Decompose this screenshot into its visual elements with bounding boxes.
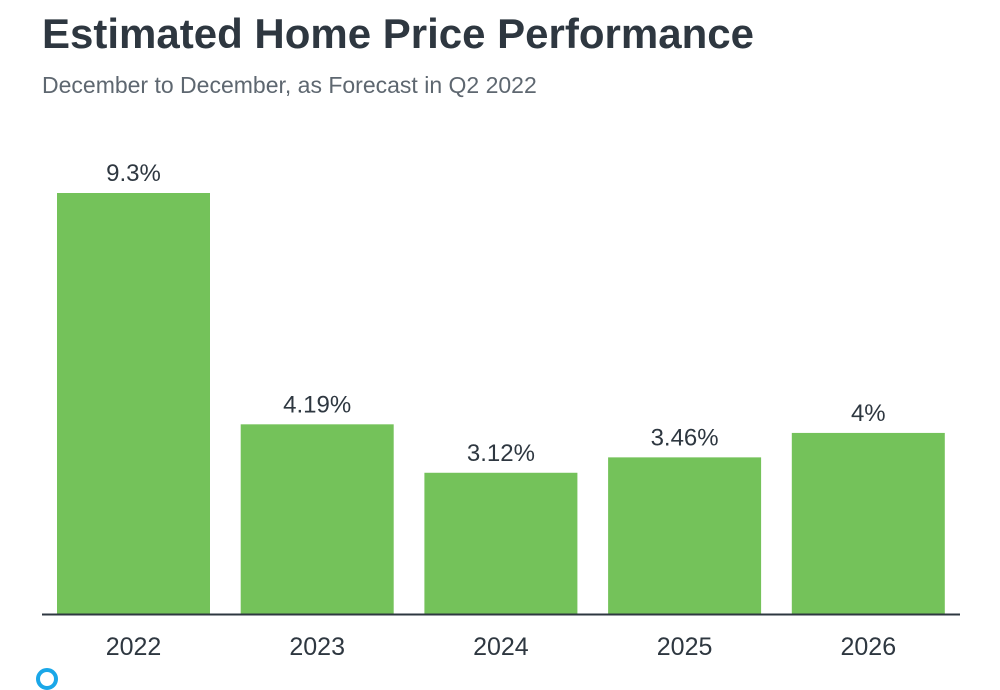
x-tick-label: 2022 <box>106 633 162 661</box>
data-label: 4% <box>851 400 886 427</box>
chart-title: Estimated Home Price Performance <box>42 10 754 57</box>
x-tick-label: 2026 <box>840 633 896 661</box>
bar-chart: 9.3% 2022 4.19% 2023 3.12% 2024 3.46% 2025 4% 202… <box>42 160 960 661</box>
bar-2023 <box>240 424 394 614</box>
logo-icon <box>36 668 58 690</box>
x-tick-label: 2023 <box>289 633 345 661</box>
data-label: 9.3% <box>106 160 161 187</box>
x-tick-label: 2024 <box>473 633 529 661</box>
x-tick-label: 2025 <box>657 633 713 661</box>
bar-2026 <box>791 432 945 614</box>
data-label: 3.12% <box>467 440 535 467</box>
bar-2022 <box>57 193 210 614</box>
chart-subtitle: December to December, as Forecast in Q2 … <box>42 72 537 98</box>
bar-2024 <box>424 472 578 614</box>
data-label: 3.46% <box>651 424 719 451</box>
bar-2025 <box>608 457 762 614</box>
data-label: 4.19% <box>283 391 351 418</box>
